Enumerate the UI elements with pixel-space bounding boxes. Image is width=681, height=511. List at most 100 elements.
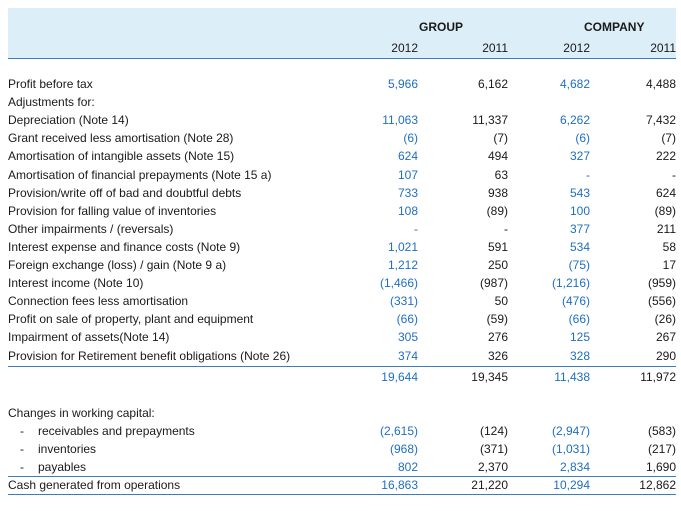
row-cell: (66) bbox=[396, 312, 418, 327]
subtotal-cell: 19,644 bbox=[381, 370, 418, 384]
row-cell: (2,615) bbox=[379, 424, 418, 438]
row-cell: (124) bbox=[479, 424, 508, 438]
working-capital-heading-row: Changes in working capital: bbox=[8, 406, 676, 424]
row-label: Interest expense and finance costs (Note… bbox=[8, 239, 241, 254]
row-cell: 374 bbox=[397, 348, 418, 363]
row-cell: (583) bbox=[647, 424, 676, 438]
row-cell: 591 bbox=[487, 239, 508, 254]
subtotal-cell: 11,972 bbox=[640, 370, 676, 384]
row-cell: 125 bbox=[569, 330, 590, 345]
table-row: Interest income (Note 10) (1,466) (987) (1,… bbox=[8, 276, 676, 294]
row-cell: - bbox=[504, 221, 508, 236]
list-dash: - bbox=[20, 424, 24, 438]
row-cell: (371) bbox=[479, 442, 508, 456]
group-column-heading: GROUP bbox=[419, 20, 464, 34]
row-cell: 494 bbox=[487, 149, 508, 164]
year-heading: 2012 bbox=[563, 41, 590, 55]
table-row: Provision/write off of bad and doubtful … bbox=[8, 186, 676, 204]
row-cell: 938 bbox=[487, 185, 508, 200]
row-cell: 2,370 bbox=[477, 460, 508, 474]
table-row: Provision for Retirement benefit obligat… bbox=[8, 349, 676, 367]
row-cell: 1,212 bbox=[387, 258, 418, 272]
row-cell: 276 bbox=[487, 330, 508, 345]
row-cell: 543 bbox=[569, 185, 590, 200]
table-row: Foreign exchange (loss) / gain (Note 9 a… bbox=[8, 258, 676, 276]
table-row: - receivables and prepayments (2,615) (1… bbox=[8, 424, 676, 442]
row-cell: 7,432 bbox=[645, 113, 676, 128]
row-cell: (2,947) bbox=[551, 424, 590, 438]
row-cell: - bbox=[672, 167, 676, 182]
row-cell: 5,966 bbox=[387, 77, 418, 91]
row-cell: 534 bbox=[569, 239, 590, 254]
row-cell: 624 bbox=[397, 149, 418, 164]
row-cell: (7) bbox=[661, 131, 676, 146]
table-row: Depreciation (Note 14) 11,063 11,337 6,262 7… bbox=[8, 113, 676, 131]
row-cell: 6,262 bbox=[559, 113, 590, 128]
total-cell: 12,862 bbox=[639, 478, 676, 492]
row-label: Connection fees less amortisation bbox=[8, 294, 189, 309]
row-cell: 328 bbox=[569, 348, 590, 363]
row-cell: (476) bbox=[561, 294, 590, 309]
row-label: inventories bbox=[38, 442, 97, 456]
row-label: Grant received less amortisation (Note 2… bbox=[8, 131, 234, 146]
total-rule-top bbox=[8, 476, 676, 477]
table-row: Adjustments for: bbox=[8, 95, 676, 113]
total-cell: 10,294 bbox=[553, 478, 590, 492]
row-cell: 250 bbox=[487, 258, 508, 272]
row-cell: (968) bbox=[389, 442, 418, 456]
year-heading: 2011 bbox=[482, 41, 508, 55]
row-cell: (89) bbox=[654, 203, 676, 218]
total-cell: 21,220 bbox=[471, 478, 508, 492]
total-row: Cash generated from operations 16,863 21… bbox=[8, 478, 676, 496]
row-label: payables bbox=[38, 460, 87, 474]
row-cell: 4,682 bbox=[559, 77, 590, 91]
row-cell: 50 bbox=[494, 294, 508, 309]
row-cell: 327 bbox=[569, 149, 590, 164]
row-cell: (959) bbox=[647, 276, 676, 291]
row-cell: 58 bbox=[662, 239, 676, 254]
row-cell: 1,021 bbox=[387, 239, 418, 254]
subtotal-row: 19,644 19,345 11,438 11,972 bbox=[8, 370, 676, 388]
row-label: Provision for Retirement benefit obligat… bbox=[8, 348, 291, 363]
subtotal-cell: 19,345 bbox=[471, 370, 508, 384]
table-header bbox=[8, 8, 676, 58]
row-cell: (7) bbox=[493, 131, 508, 146]
row-label: Amortisation of intangible assets (Note … bbox=[8, 149, 235, 164]
working-capital-heading: Changes in working capital: bbox=[8, 406, 155, 420]
table-row: Interest expense and finance costs (Note… bbox=[8, 240, 676, 258]
row-cell: (26) bbox=[654, 312, 676, 327]
row-cell: 2,834 bbox=[559, 460, 590, 474]
subtotal-cell: 11,438 bbox=[554, 370, 590, 384]
row-cell: 267 bbox=[655, 330, 676, 345]
row-cell: 63 bbox=[494, 167, 508, 182]
row-cell: (6) bbox=[575, 131, 590, 146]
table-row: Amortisation of intangible assets (Note … bbox=[8, 149, 676, 167]
row-cell: (66) bbox=[568, 312, 590, 327]
row-cell: 17 bbox=[662, 258, 676, 272]
row-cell: (987) bbox=[479, 276, 508, 291]
row-cell: 11,063 bbox=[382, 113, 418, 128]
table-row: Profit before tax 5,966 6,162 4,682 4,488 bbox=[8, 77, 676, 95]
total-cell: 16,863 bbox=[381, 478, 418, 492]
total-label: Cash generated from operations bbox=[8, 478, 181, 492]
row-cell: 733 bbox=[397, 185, 418, 200]
row-cell: - bbox=[586, 167, 590, 182]
company-column-heading: COMPANY bbox=[584, 20, 645, 34]
table-row: Amortisation of financial prepayments (N… bbox=[8, 168, 676, 186]
row-cell: 305 bbox=[397, 330, 418, 345]
row-cell: (331) bbox=[389, 294, 418, 309]
table-row: Provision for falling value of inventori… bbox=[8, 204, 676, 222]
row-cell: 100 bbox=[569, 203, 590, 218]
row-cell: 290 bbox=[655, 348, 676, 363]
row-cell: (89) bbox=[486, 203, 508, 218]
row-label: Provision/write off of bad and doubtful … bbox=[8, 185, 242, 200]
row-cell: 11,337 bbox=[472, 113, 508, 128]
table-row: - payables 802 2,370 2,834 1,690 bbox=[8, 460, 676, 478]
row-cell: (6) bbox=[403, 131, 418, 146]
table-row: - inventories (968) (371) (1,031) (217) bbox=[8, 442, 676, 460]
row-cell: (75) bbox=[568, 258, 590, 272]
list-dash: - bbox=[20, 442, 24, 456]
row-cell: (59) bbox=[486, 312, 508, 327]
row-label: Provision for falling value of inventori… bbox=[8, 203, 217, 218]
row-cell: 222 bbox=[655, 149, 676, 164]
